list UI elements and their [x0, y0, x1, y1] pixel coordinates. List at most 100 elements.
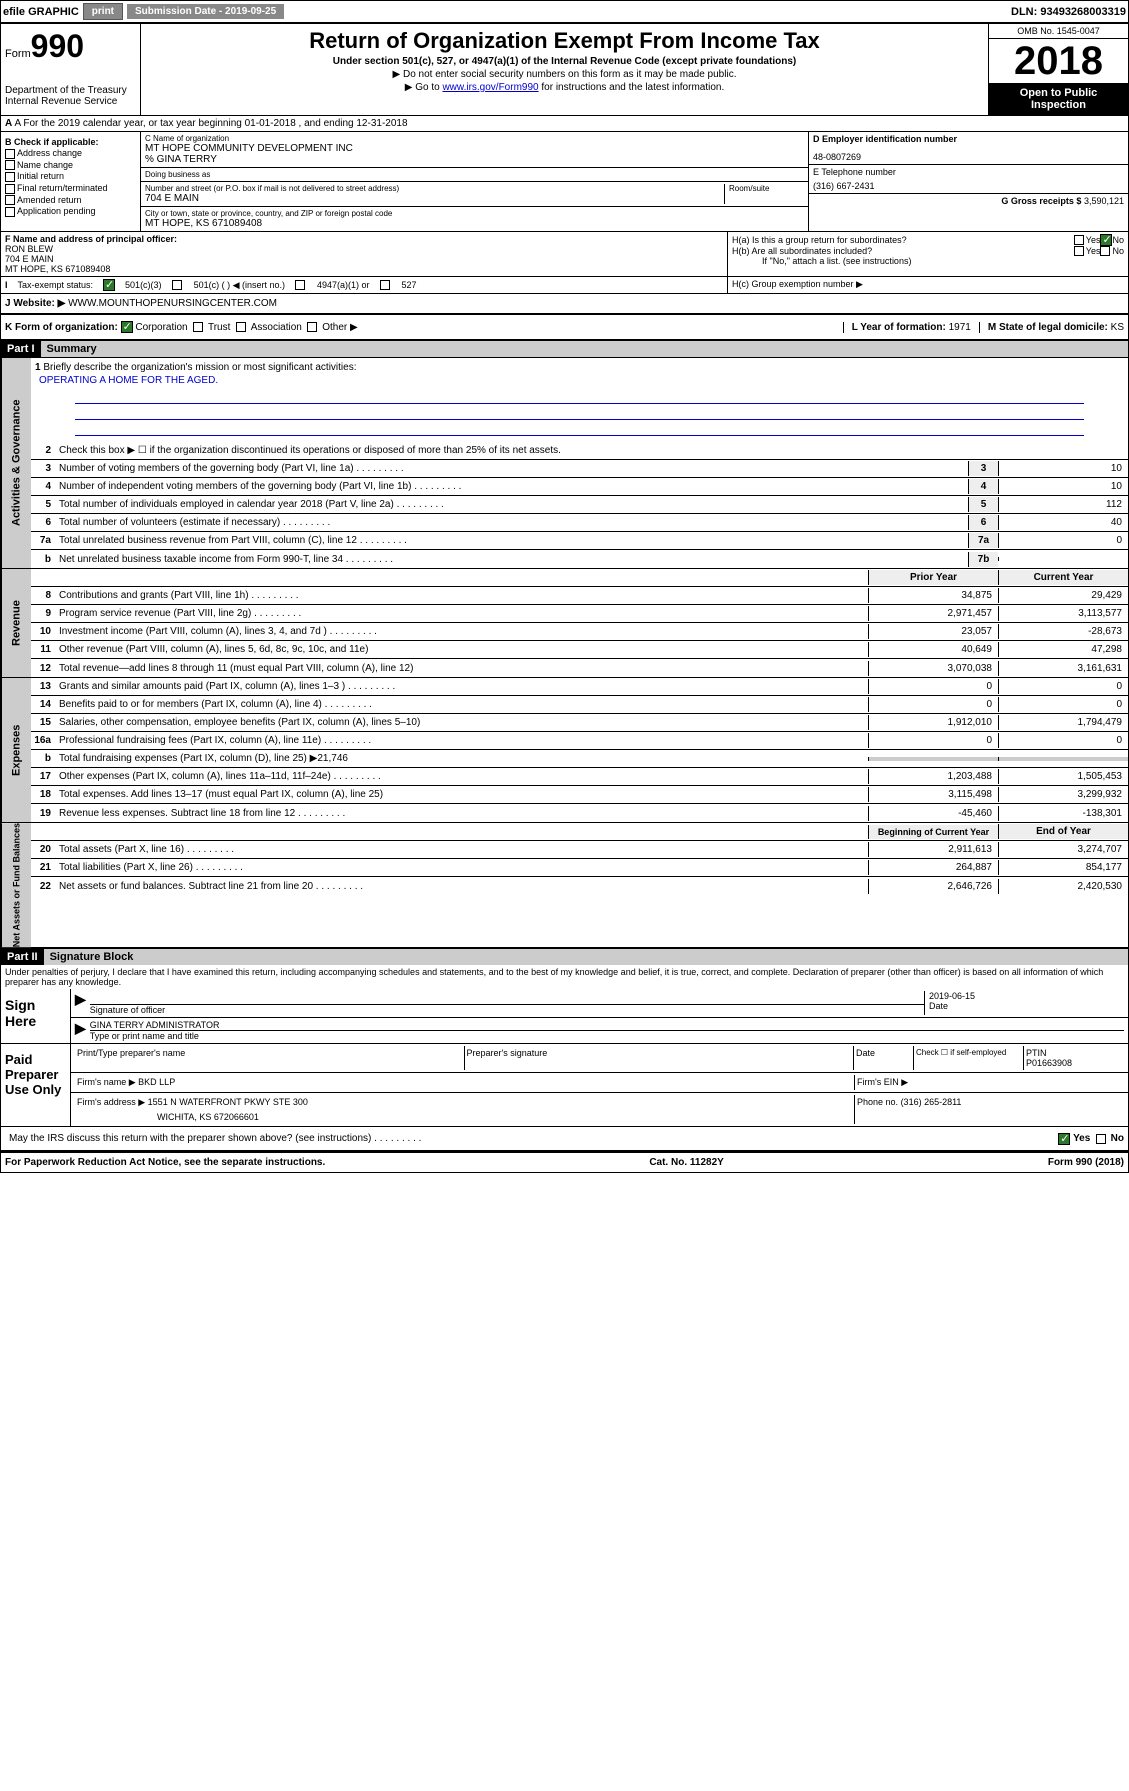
instructions-link[interactable]: www.irs.gov/Form990 — [442, 82, 538, 93]
row-j: J Website: ▶ WWW.MOUNTHOPENURSINGCENTER.… — [1, 294, 1128, 315]
officer-name: RON BLEW — [5, 244, 723, 254]
mission-text: OPERATING A HOME FOR THE AGED. — [35, 373, 1124, 388]
note-1: ▶ Do not enter social security numbers o… — [145, 69, 984, 80]
sign-here-row: Sign Here ▶ Signature of officer 2019-06… — [1, 989, 1128, 1044]
omb-number: OMB No. 1545-0047 — [989, 24, 1128, 39]
form-title: Return of Organization Exempt From Incom… — [145, 28, 984, 54]
year-formation: 1971 — [949, 322, 971, 333]
prior-10: 23,057 — [868, 624, 998, 639]
part2-header: Part II Signature Block — [1, 949, 1128, 965]
chk-discuss-yes[interactable] — [1058, 1133, 1070, 1145]
declaration: Under penalties of perjury, I declare th… — [1, 965, 1128, 989]
city-state-zip: MT HOPE, KS 671089408 — [145, 218, 804, 229]
open-public: Open to Public Inspection — [989, 83, 1128, 115]
form-label: Form — [5, 48, 31, 60]
curr-9: 3,113,577 — [998, 606, 1128, 621]
chk-name-change[interactable]: Name change — [5, 160, 136, 171]
curr-19: -138,301 — [998, 806, 1128, 821]
row-i: I Tax-exempt status: 501(c)(3) 501(c) ( … — [1, 277, 1128, 294]
prior-16a: 0 — [868, 733, 998, 748]
header-title: Return of Organization Exempt From Incom… — [141, 24, 988, 115]
prior-17: 1,203,488 — [868, 769, 998, 784]
chk-address-change[interactable]: Address change — [5, 148, 136, 159]
chk-ha-no[interactable] — [1100, 234, 1112, 246]
curr-10: -28,673 — [998, 624, 1128, 639]
part1-gov: Activities & Governance 1 Briefly descri… — [1, 358, 1128, 569]
chk-amended[interactable]: Amended return — [5, 195, 136, 206]
top-bar: efile GRAPHIC print Submission Date - 20… — [0, 0, 1129, 23]
form-subtitle: Under section 501(c), 527, or 4947(a)(1)… — [145, 56, 984, 67]
chk-discuss-no[interactable] — [1096, 1134, 1106, 1144]
curr-14: 0 — [998, 697, 1128, 712]
paid-preparer-row: Paid Preparer Use Only Print/Type prepar… — [1, 1044, 1128, 1127]
val-7a: 0 — [998, 533, 1128, 548]
header-right: OMB No. 1545-0047 2018 Open to Public In… — [988, 24, 1128, 115]
val-7b — [998, 557, 1128, 561]
val-4: 10 — [998, 479, 1128, 494]
beg-20: 2,911,613 — [868, 842, 998, 857]
form-footer: For Paperwork Reduction Act Notice, see … — [1, 1152, 1128, 1172]
chk-other[interactable] — [307, 322, 317, 332]
gross-receipts: 3,590,121 — [1084, 196, 1124, 206]
chk-hb-no[interactable] — [1100, 246, 1110, 256]
irs-label: Internal Revenue Service — [5, 96, 136, 107]
prior-19: -45,460 — [868, 806, 998, 821]
prior-13: 0 — [868, 679, 998, 694]
prior-9: 2,971,457 — [868, 606, 998, 621]
val-5: 112 — [998, 497, 1128, 512]
section-de: D Employer identification number 48-0807… — [808, 132, 1128, 231]
chk-4947[interactable] — [295, 280, 305, 290]
state-domicile: KS — [1111, 322, 1124, 333]
prior-18: 3,115,498 — [868, 787, 998, 802]
part1-exp: Expenses 13Grants and similar amounts pa… — [1, 678, 1128, 823]
tax-year: 2018 — [989, 39, 1128, 83]
chk-501c[interactable] — [172, 280, 182, 290]
chk-final-return[interactable]: Final return/terminated — [5, 183, 136, 194]
part1-net: Net Assets or Fund Balances Beginning of… — [1, 823, 1128, 949]
org-name: MT HOPE COMMUNITY DEVELOPMENT INC — [145, 143, 804, 154]
curr-8: 29,429 — [998, 588, 1128, 603]
section-b: B Check if applicable: Address change Na… — [1, 132, 141, 231]
submission-date: Submission Date - 2019-09-25 — [127, 4, 284, 19]
prior-8: 34,875 — [868, 588, 998, 603]
beg-21: 264,887 — [868, 860, 998, 875]
firm-name: BKD LLP — [138, 1077, 175, 1087]
ptin: P01663908 — [1026, 1058, 1122, 1068]
val-3: 10 — [998, 461, 1128, 476]
chk-ha-yes[interactable] — [1074, 235, 1084, 245]
chk-501c3[interactable] — [103, 279, 115, 291]
prior-12: 3,070,038 — [868, 661, 998, 676]
website: WWW.MOUNTHOPENURSINGCENTER.COM — [68, 298, 277, 309]
firm-phone: (316) 265-2811 — [901, 1097, 962, 1107]
form-number: 990 — [31, 28, 84, 64]
note-2: ▶ Go to www.irs.gov/Form990 for instruct… — [145, 82, 984, 93]
chk-527[interactable] — [380, 280, 390, 290]
street-address: 704 E MAIN — [145, 193, 724, 204]
prior-11: 40,649 — [868, 642, 998, 657]
section-c: C Name of organization MT HOPE COMMUNITY… — [141, 132, 808, 231]
chk-assoc[interactable] — [236, 322, 246, 332]
row-fh: F Name and address of principal officer:… — [1, 232, 1128, 277]
val-6: 40 — [998, 515, 1128, 530]
chk-app-pending[interactable]: Application pending — [5, 206, 136, 217]
curr-17: 1,505,453 — [998, 769, 1128, 784]
chk-corp[interactable] — [121, 321, 133, 333]
sig-date: 2019-06-15 — [929, 991, 1124, 1001]
form-header: Form990 Department of the Treasury Inter… — [1, 24, 1128, 116]
row-a: A A For the 2019 calendar year, or tax y… — [1, 116, 1128, 132]
curr-16a: 0 — [998, 733, 1128, 748]
beg-22: 2,646,726 — [868, 879, 998, 894]
form-container: Form990 Department of the Treasury Inter… — [0, 23, 1129, 1173]
print-button[interactable]: print — [83, 3, 123, 20]
end-20: 3,274,707 — [998, 842, 1128, 857]
efile-label: efile GRAPHIC — [3, 6, 79, 18]
chk-trust[interactable] — [193, 322, 203, 332]
end-22: 2,420,530 — [998, 879, 1128, 894]
officer-typed: GINA TERRY ADMINISTRATOR — [90, 1020, 1124, 1031]
chk-hb-yes[interactable] — [1074, 246, 1084, 256]
part1-header: Part I Summary — [1, 341, 1128, 358]
header-left: Form990 Department of the Treasury Inter… — [1, 24, 141, 115]
row-k: K Form of organization: Corporation Trus… — [1, 315, 1128, 341]
discuss-row: May the IRS discuss this return with the… — [1, 1127, 1128, 1152]
chk-initial-return[interactable]: Initial return — [5, 171, 136, 182]
